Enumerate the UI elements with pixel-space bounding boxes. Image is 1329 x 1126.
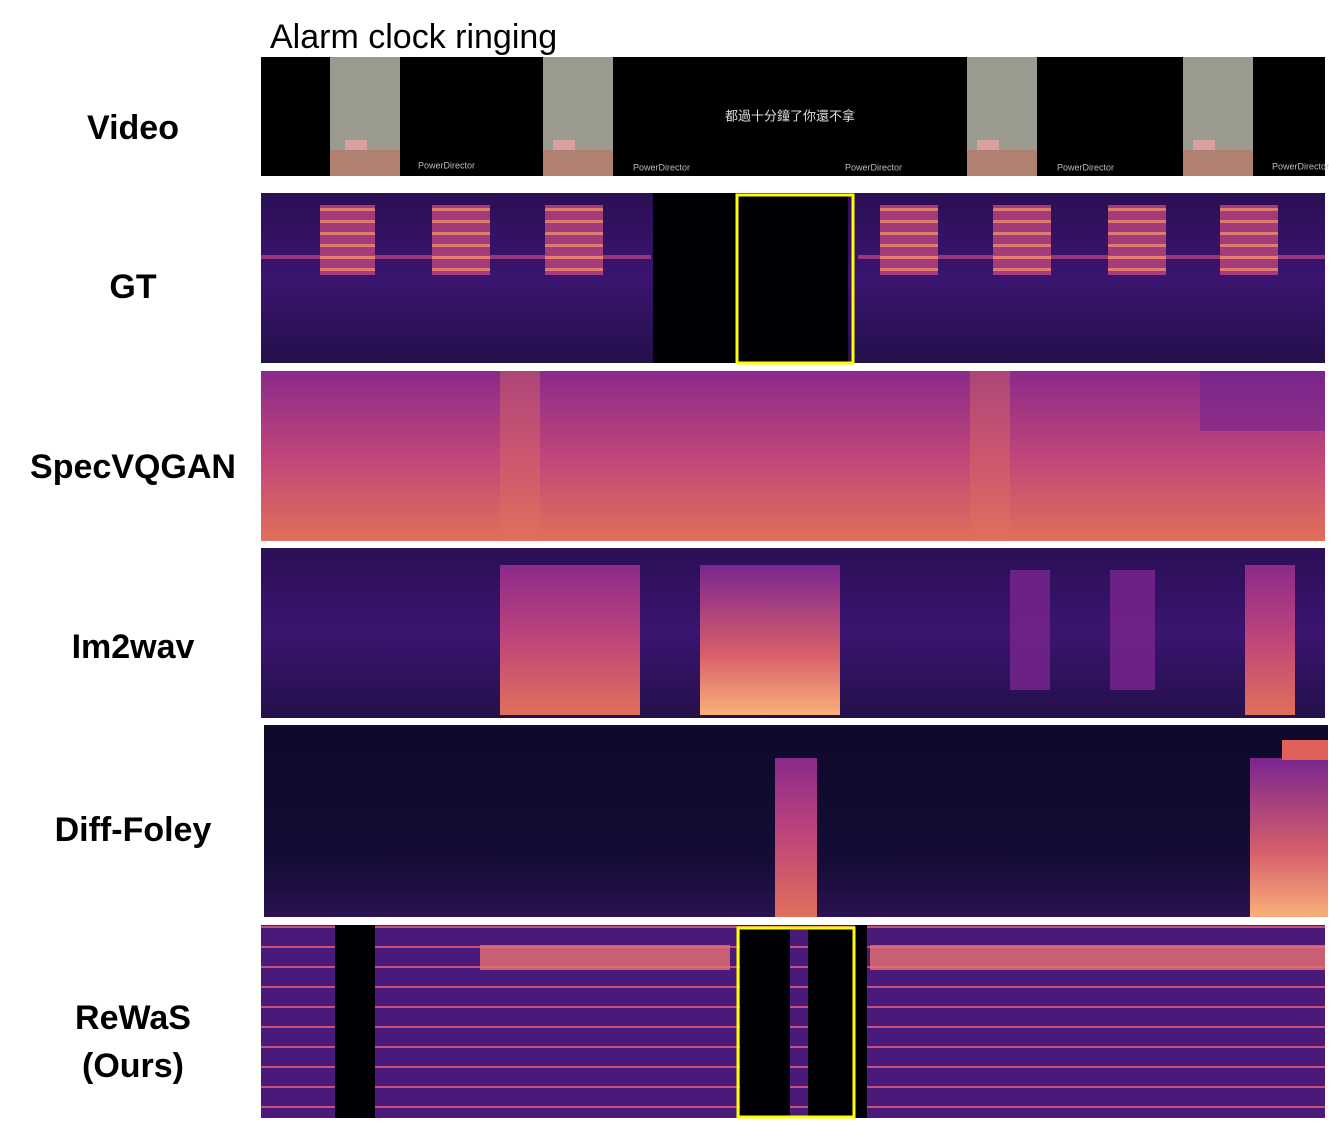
shape [480,945,730,970]
row-label: SpecVQGAN [30,448,236,486]
shape [330,150,400,176]
shape [320,205,375,275]
watermark: PowerDirector [1272,161,1329,171]
shape [261,371,1325,541]
im2wav-spectrogram [261,548,1325,718]
shape [500,565,640,715]
rewas-spectrogram [261,925,1325,1119]
shape [967,150,1037,176]
row-label: ReWaS [75,999,191,1037]
shape [855,925,867,1118]
row-label: Im2wav [72,628,195,666]
shape [545,205,603,275]
shape [808,928,854,1118]
highlight-box [735,193,855,365]
row-label: GT [109,268,156,306]
shape [1245,565,1295,715]
watermark: PowerDirector [633,162,690,172]
shape [653,193,848,363]
figure-title: Alarm clock ringing [270,18,557,56]
shape [261,57,1325,176]
shape [1110,570,1155,690]
diff-foley-spectrogram [264,725,1328,917]
video-strip: 都過十分鐘了你還不拿 PowerDirector PowerDirector P… [261,57,1329,176]
watermark: PowerDirector [1057,162,1114,172]
shape [740,928,790,1118]
watermark: PowerDirector [845,162,902,172]
shape [1200,371,1325,431]
shape [993,205,1051,275]
shape [432,205,490,275]
shape [500,371,540,541]
row-label: Diff-Foley [55,811,212,849]
shape [335,925,375,1118]
shape [1250,758,1328,917]
shape [775,758,817,917]
shape [1220,205,1278,275]
shape [700,565,840,715]
highlight-box [736,926,856,1119]
shape [970,371,1010,541]
shape [543,150,613,176]
specvqgan-spectrogram [261,371,1325,541]
shape [1183,150,1253,176]
video-caption: 都過十分鐘了你還不拿 [725,108,855,123]
shape [858,255,1325,259]
row-sublabel: (Ours) [82,1047,184,1085]
shape [1010,570,1050,690]
watermark: PowerDirector [418,160,475,170]
shape [1108,205,1166,275]
shape [880,205,938,275]
shape [1282,740,1328,760]
row-label: Video [87,109,179,147]
shape [870,945,1325,970]
gt-spectrogram [261,193,1325,365]
